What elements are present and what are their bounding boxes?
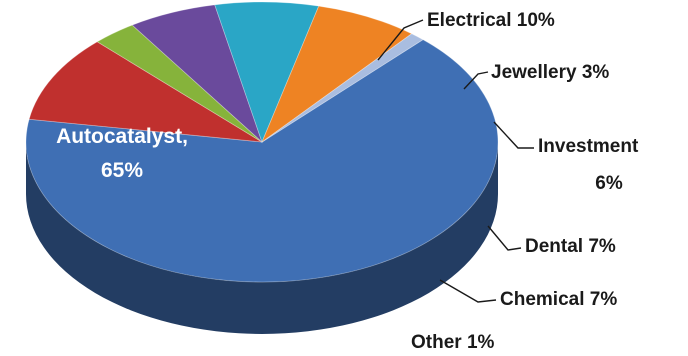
leader-chemical <box>439 279 497 303</box>
label-other: Other 1% <box>411 332 495 353</box>
leader-jewellery <box>463 71 489 90</box>
label-jewellery: Jewellery 3% <box>491 62 609 83</box>
label-autocatalyst-value: 65% <box>101 159 143 182</box>
slice-investment <box>131 4 263 144</box>
slice-electrical <box>28 41 263 143</box>
leader-investment <box>493 121 534 149</box>
label-investment: Investment <box>538 136 639 157</box>
label-electrical: Electrical 10% <box>427 10 555 31</box>
slice-jewellery <box>96 24 263 143</box>
slice-other <box>261 33 424 143</box>
slice-chemical <box>261 5 413 144</box>
label-investment-value: 6% <box>595 173 623 194</box>
leader-dental <box>487 225 522 251</box>
label-dental: Dental 7% <box>525 236 616 257</box>
label-autocatalyst: Autocatalyst, <box>56 125 188 148</box>
slice-dental <box>214 1 320 144</box>
leader-lines <box>377 19 534 303</box>
slice-autocatalyst <box>25 39 499 283</box>
slices-layer <box>25 1 499 334</box>
slice-side-autocatalyst <box>26 142 498 334</box>
leader-electrical <box>377 19 424 61</box>
label-chemical: Chemical 7% <box>500 289 617 310</box>
